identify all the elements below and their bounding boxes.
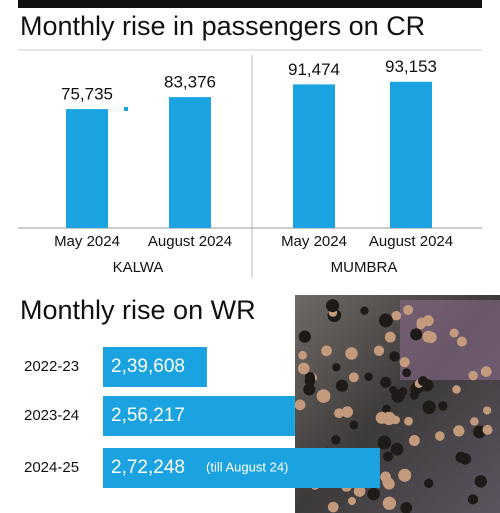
bar <box>103 396 295 436</box>
bar <box>293 84 335 228</box>
chart-title: Monthly rise in passengers on CR <box>20 11 425 41</box>
x-tick-label: August 2024 <box>369 233 453 250</box>
head <box>373 345 385 356</box>
head <box>480 366 492 377</box>
head <box>422 400 436 414</box>
head <box>348 372 359 383</box>
head <box>382 411 396 426</box>
head <box>402 368 412 378</box>
head <box>482 424 493 435</box>
head <box>349 420 359 430</box>
x-tick-label: August 2024 <box>148 233 232 250</box>
value-label: 75,735 <box>61 85 113 104</box>
head <box>347 497 357 506</box>
row-label: 2024-25 <box>24 459 79 476</box>
group-label: MUMBRA <box>331 259 398 276</box>
value-label: 2,72,248 <box>111 457 185 478</box>
head <box>335 379 349 392</box>
head <box>453 425 465 437</box>
head <box>467 494 479 505</box>
head <box>326 299 340 313</box>
x-tick-label: May 2024 <box>54 233 120 250</box>
head <box>482 406 492 415</box>
head <box>449 328 459 338</box>
head <box>377 435 392 450</box>
head <box>468 370 478 381</box>
head <box>473 425 486 439</box>
bar <box>103 347 207 387</box>
head <box>410 328 423 341</box>
head <box>382 476 394 488</box>
head <box>380 376 392 388</box>
head <box>404 416 413 426</box>
head <box>327 501 339 513</box>
head <box>435 431 445 441</box>
head <box>304 372 315 383</box>
head <box>341 406 354 418</box>
head <box>353 485 366 497</box>
head <box>364 372 373 382</box>
head <box>400 502 413 513</box>
annotation: (till August 24) <box>206 459 288 474</box>
value-label: 93,153 <box>385 57 437 76</box>
head <box>321 345 332 357</box>
head <box>398 468 412 482</box>
head <box>384 331 396 343</box>
head <box>416 321 426 330</box>
head <box>334 408 344 419</box>
head <box>383 451 394 462</box>
row-label: 2022-23 <box>24 358 79 375</box>
row-label: 2023-24 <box>24 407 79 424</box>
dot <box>124 107 128 111</box>
bar <box>390 81 432 228</box>
head <box>390 442 404 456</box>
head <box>303 383 316 396</box>
head <box>345 347 358 360</box>
group-label: KALWA <box>113 259 164 276</box>
x-tick-label: May 2024 <box>281 233 347 250</box>
top-bar <box>18 0 482 8</box>
value-label: 91,474 <box>288 60 340 79</box>
head <box>470 417 479 426</box>
head <box>294 399 306 411</box>
head <box>424 478 434 488</box>
head <box>389 351 400 362</box>
value-label: 2,39,608 <box>111 356 185 377</box>
head <box>332 363 341 372</box>
head <box>382 404 391 414</box>
head <box>438 401 448 411</box>
head <box>360 306 369 315</box>
head <box>298 330 311 343</box>
chart-title: Monthly rise on WR <box>20 295 256 325</box>
head <box>367 487 380 501</box>
head <box>382 496 397 510</box>
bar <box>66 109 108 228</box>
head <box>316 389 331 403</box>
head <box>391 310 402 321</box>
head <box>409 391 419 400</box>
head <box>399 357 410 368</box>
head <box>403 304 414 315</box>
bar <box>169 97 211 229</box>
head <box>452 385 461 394</box>
head <box>378 313 393 328</box>
head <box>456 336 467 347</box>
head <box>459 453 472 465</box>
head <box>298 350 307 360</box>
head <box>408 435 420 446</box>
head <box>474 475 487 488</box>
bar <box>103 448 380 488</box>
head <box>297 362 310 375</box>
head <box>331 435 341 445</box>
head <box>422 330 435 343</box>
head <box>418 376 428 386</box>
value-label: 83,376 <box>164 73 216 92</box>
value-label: 2,56,217 <box>111 405 185 426</box>
head <box>391 389 405 403</box>
